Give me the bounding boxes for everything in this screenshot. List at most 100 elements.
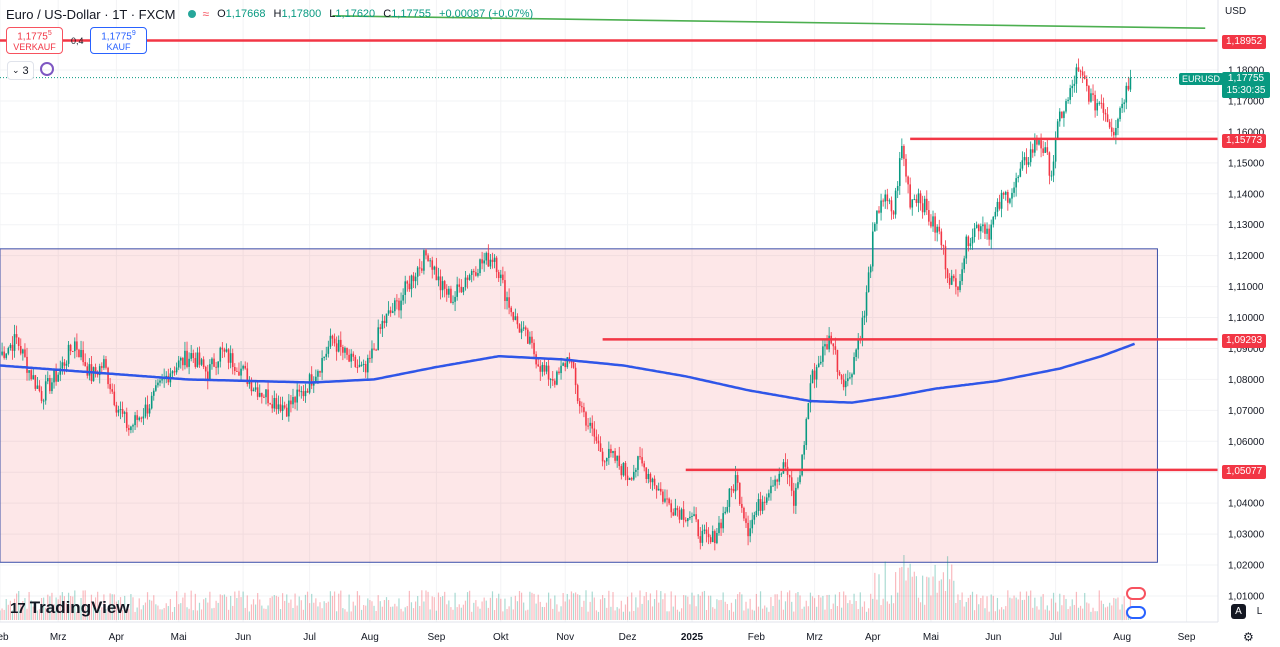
candle-body <box>628 478 631 481</box>
volume-bar <box>658 602 660 620</box>
volume-bar <box>70 596 72 620</box>
ohlc-readout: O1,17668 H1,17800 L1,17620 C1,17755 +0,0… <box>217 8 534 20</box>
candle-body <box>832 343 835 347</box>
candle-body <box>71 351 74 353</box>
candle-body <box>645 467 648 479</box>
candle-body <box>878 210 880 213</box>
volume-bar <box>730 602 733 620</box>
candle-body <box>398 300 400 311</box>
alert-icon[interactable] <box>1126 587 1146 600</box>
candle-body <box>319 371 321 373</box>
volume-bar <box>1007 590 1009 620</box>
volume-bar <box>57 599 59 620</box>
volume-bar <box>843 591 845 620</box>
candle-body <box>1013 187 1015 193</box>
level-tag-1: 1,18952 <box>1222 35 1267 49</box>
candle-body <box>146 404 149 414</box>
volume-bar <box>874 572 876 620</box>
candle-body <box>202 359 205 367</box>
volume-bar <box>90 594 93 620</box>
candle-body <box>130 426 132 431</box>
candle-body <box>242 365 244 369</box>
candle-body <box>753 514 756 520</box>
symbol-title[interactable]: Euro / US-Dollar · 1T · FXCM <box>6 6 176 22</box>
candle-body <box>1029 149 1032 163</box>
volume-bar <box>115 601 117 620</box>
buy-button[interactable]: 1,17759 KAUF <box>90 27 147 54</box>
volume-bar <box>134 611 136 620</box>
volume-bar <box>340 590 342 620</box>
volume-bar <box>789 590 791 620</box>
candle-body <box>691 515 693 517</box>
candle-body <box>487 252 490 267</box>
candle-body <box>26 356 28 373</box>
volume-bar <box>387 600 390 620</box>
candle-body <box>630 478 633 480</box>
candle-body <box>101 366 103 368</box>
volume-bar <box>793 611 795 620</box>
sell-button[interactable]: 1,17755 VERKAUF <box>6 27 63 54</box>
indicator-sync-icon[interactable] <box>40 62 54 76</box>
candle-body <box>751 519 754 529</box>
candle-body <box>759 499 762 511</box>
volume-bar <box>626 596 629 620</box>
indicators-toggle[interactable]: ⌄ 3 <box>7 61 34 80</box>
volume-bar <box>257 593 259 620</box>
candle-body <box>1113 131 1115 136</box>
volume-bar <box>870 593 872 620</box>
volume-bar <box>593 597 595 620</box>
candle-body <box>254 387 257 390</box>
volume-bar <box>315 598 317 620</box>
alert-icon-2[interactable] <box>1126 606 1146 619</box>
candle-body <box>9 344 12 348</box>
volume-bar <box>40 597 43 620</box>
candle-body <box>699 536 702 543</box>
candle-body <box>221 347 224 350</box>
volume-bar <box>664 593 666 620</box>
volume-bar <box>489 597 492 620</box>
candle-body <box>529 336 531 344</box>
auto-scale-button[interactable]: A <box>1231 604 1246 619</box>
currency-label[interactable]: USD <box>1225 6 1247 17</box>
candle-body <box>560 365 562 374</box>
candle-body <box>508 297 510 308</box>
volume-bar <box>951 564 953 620</box>
candle-body <box>211 358 213 365</box>
candle-body <box>1090 93 1092 102</box>
volume-bar <box>155 604 157 620</box>
volume-bar <box>913 571 915 620</box>
candle-body <box>34 375 37 389</box>
volume-bar <box>1028 595 1030 620</box>
gear-icon[interactable]: ⚙ <box>1243 630 1254 644</box>
volume-bar <box>710 595 712 620</box>
volume-bar <box>568 599 570 620</box>
volume-bar <box>599 599 602 620</box>
candle-body <box>267 389 269 404</box>
candle-body <box>1004 192 1007 195</box>
volume-bar <box>429 609 431 620</box>
volume-bar <box>171 611 174 620</box>
volume-bar <box>352 601 354 620</box>
log-scale-button[interactable]: L <box>1256 606 1263 617</box>
volume-bar <box>1017 599 1019 620</box>
volume-bar <box>988 611 990 620</box>
candle-body <box>236 370 238 372</box>
volume-bar <box>1102 603 1105 620</box>
candle-body <box>1011 192 1013 199</box>
candle-body <box>917 193 920 203</box>
volume-bar <box>329 591 332 620</box>
candle-body <box>204 366 207 372</box>
candle-body <box>437 276 440 281</box>
volume-bar <box>200 609 203 620</box>
volume-bar <box>49 596 51 620</box>
candle-body <box>358 364 361 368</box>
candle-body <box>576 385 579 402</box>
volume-bar <box>1088 603 1090 620</box>
candle-body <box>676 508 679 511</box>
volume-bar <box>895 572 897 620</box>
candle-body <box>894 190 897 215</box>
candle-body <box>888 200 891 202</box>
volume-bar <box>928 577 930 620</box>
volume-bar <box>834 594 836 620</box>
